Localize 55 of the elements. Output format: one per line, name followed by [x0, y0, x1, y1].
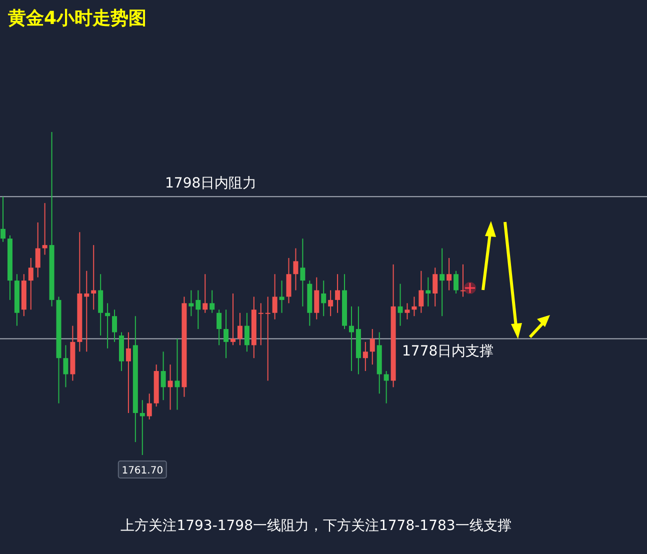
candlestick	[0, 196, 6, 242]
candlestick	[426, 276, 431, 307]
candlestick	[279, 280, 284, 314]
candlestick	[272, 274, 278, 320]
candlestick	[300, 238, 306, 307]
candlestick	[188, 290, 194, 317]
candlestick	[348, 306, 354, 372]
candlestick	[412, 296, 417, 317]
candlestick	[160, 351, 166, 401]
candlestick	[98, 274, 104, 336]
candlestick	[146, 393, 152, 420]
candlestick	[460, 264, 466, 298]
candlestick	[454, 270, 459, 294]
candlestick	[265, 296, 270, 382]
candlestick	[105, 302, 110, 349]
candlestick	[91, 244, 96, 310]
candlestick	[398, 283, 403, 326]
candlestick	[84, 270, 90, 352]
candlestick	[237, 312, 242, 346]
candlestick	[418, 270, 424, 314]
chart-title: 黄金4小时走势图	[7, 8, 147, 29]
candlestick	[216, 309, 222, 346]
text: 1761.70	[122, 466, 164, 476]
candlestick	[286, 257, 292, 304]
text: 上方关注1793-1798一线阻力，下方关注1778-1783一线支撑	[120, 518, 512, 534]
candlestick	[244, 312, 250, 352]
candlestick	[140, 400, 145, 456]
candlestick	[362, 341, 368, 372]
candlestick	[328, 290, 334, 317]
candlestick	[35, 222, 40, 278]
candlestick	[112, 309, 118, 342]
candlestick	[224, 309, 229, 359]
candlestick	[42, 202, 48, 256]
candlestick	[210, 290, 215, 314]
candlestick	[126, 332, 131, 414]
candlestick	[168, 364, 173, 410]
candlestick	[321, 280, 326, 317]
candlestick	[335, 274, 340, 314]
candlestick	[384, 370, 389, 404]
candlestick	[432, 267, 438, 307]
candlestick	[196, 290, 201, 330]
candlestick	[314, 276, 320, 320]
candlestick	[370, 328, 375, 366]
candlestick	[230, 293, 236, 346]
candlestick	[446, 257, 452, 291]
candlestick	[174, 338, 180, 410]
candlestick	[28, 257, 34, 310]
ref-line-label: 1798日内阻力	[165, 176, 257, 192]
candlestick	[63, 344, 68, 388]
candlestick	[440, 248, 445, 317]
ref-line-label: 1778日内支撑	[402, 344, 494, 360]
candlestick	[404, 302, 410, 320]
candlestick	[258, 302, 264, 346]
candlestick	[202, 274, 208, 314]
candlestick	[293, 248, 298, 291]
